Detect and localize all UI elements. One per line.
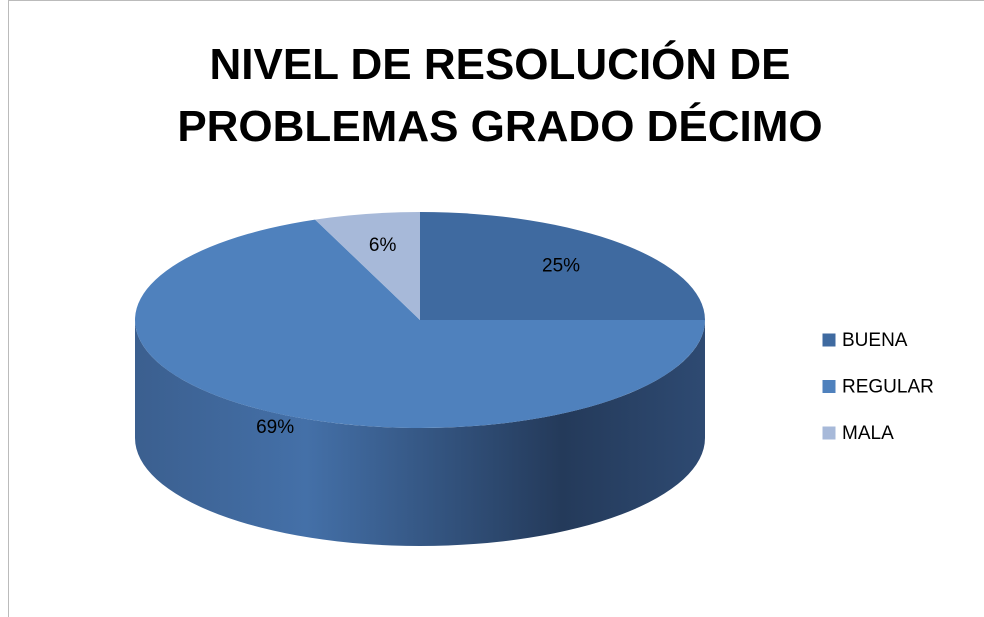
legend-label: REGULAR xyxy=(842,377,934,398)
data-label: 69% xyxy=(256,417,294,438)
data-label: 6% xyxy=(369,235,397,256)
data-label: 25% xyxy=(542,256,580,277)
legend-label: BUENA xyxy=(842,330,908,351)
legend-swatch xyxy=(821,425,837,441)
pie-slice xyxy=(420,212,705,320)
pie-side xyxy=(135,320,705,546)
chart-title: NIVEL DE RESOLUCIÓN DE PROBLEMAS GRADO D… xyxy=(177,40,823,151)
pie-slice xyxy=(135,219,706,428)
legend-swatch xyxy=(821,332,837,348)
legend-swatch xyxy=(821,379,837,394)
pie-slice xyxy=(315,212,420,320)
legend-label: MALA xyxy=(842,423,894,444)
